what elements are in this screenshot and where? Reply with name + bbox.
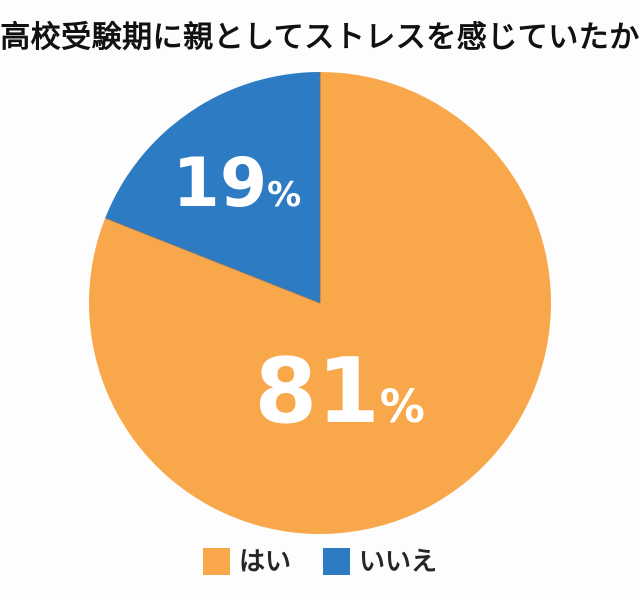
slice-value-label: 81% (255, 339, 425, 444)
slice-divider-line (104, 217, 321, 304)
chart-title: 高校受験期に親としてストレスを感じていたか (0, 20, 640, 55)
pie-slice-1 (105, 72, 320, 303)
legend-item-0: はい (202, 546, 291, 577)
slice-value-label: 19% (173, 144, 302, 223)
legend-swatch (202, 548, 230, 575)
chart-legend: はい いいえ (0, 548, 640, 575)
legend-item-1: いいえ (323, 548, 437, 575)
legend-label: いいえ (359, 546, 438, 577)
legend-swatch (323, 548, 350, 575)
legend-label: はい (238, 546, 291, 577)
